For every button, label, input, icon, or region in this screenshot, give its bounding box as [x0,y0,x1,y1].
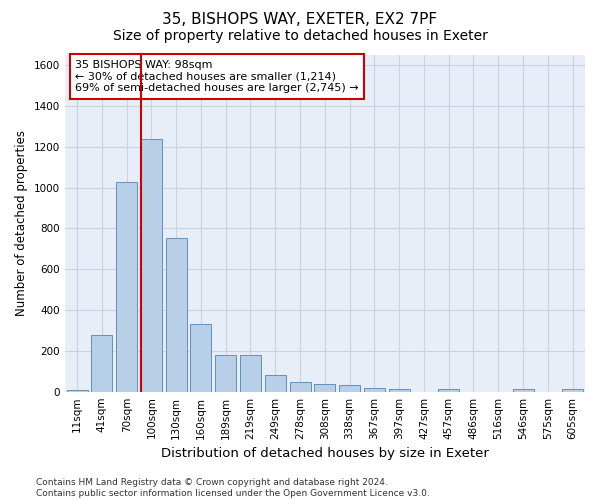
Text: 35 BISHOPS WAY: 98sqm
← 30% of detached houses are smaller (1,214)
69% of semi-d: 35 BISHOPS WAY: 98sqm ← 30% of detached … [75,60,359,94]
Bar [438,388,459,392]
Bar [265,376,286,392]
Bar [240,355,261,392]
Bar [364,388,385,392]
Bar [290,382,311,392]
Bar [116,182,137,392]
Bar [141,138,162,392]
Text: Contains HM Land Registry data © Crown copyright and database right 2024.
Contai: Contains HM Land Registry data © Crown c… [36,478,430,498]
Bar [339,384,360,392]
Bar [314,384,335,392]
Text: 35, BISHOPS WAY, EXETER, EX2 7PF: 35, BISHOPS WAY, EXETER, EX2 7PF [163,12,437,28]
Bar [91,334,112,392]
Y-axis label: Number of detached properties: Number of detached properties [15,130,28,316]
Bar [512,388,533,392]
Bar [67,390,88,392]
Bar [190,324,211,392]
Text: Size of property relative to detached houses in Exeter: Size of property relative to detached ho… [113,29,487,43]
X-axis label: Distribution of detached houses by size in Exeter: Distribution of detached houses by size … [161,447,489,460]
Bar [562,388,583,392]
Bar [166,238,187,392]
Bar [389,388,410,392]
Bar [215,355,236,392]
